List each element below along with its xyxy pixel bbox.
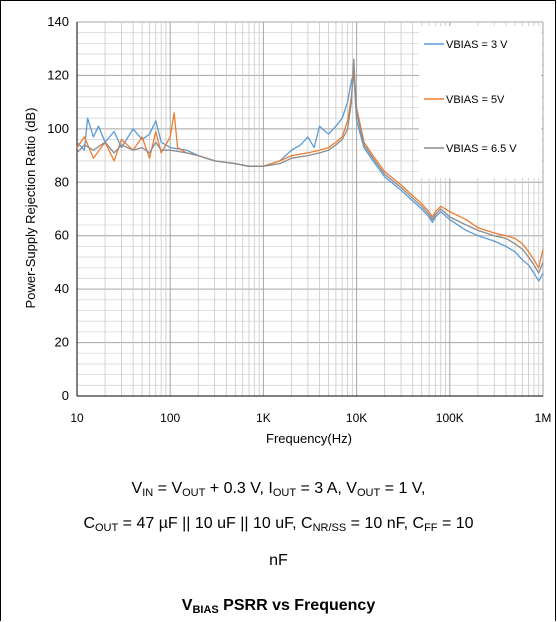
conditions-line-2: COUT = 47 µF || 10 uF || 10 uF, CNR/SS =… <box>83 515 474 534</box>
x-tick-label: 1M <box>535 411 552 425</box>
y-tick-label: 140 <box>47 14 69 29</box>
legend-label-1: VBIAS = 3 V <box>446 39 508 51</box>
y-tick-label: 120 <box>47 67 69 82</box>
legend-label-2: VBIAS = 5V <box>446 94 505 106</box>
y-axis-label: Power-Supply Rejection Ratio (dB) <box>23 108 38 309</box>
y-tick-label: 40 <box>55 281 69 296</box>
y-tick-label: 60 <box>55 228 69 243</box>
x-axis-label: Frequency(Hz) <box>266 431 352 446</box>
x-tick-label: 10K <box>346 411 367 425</box>
y-tick-label: 0 <box>62 388 69 403</box>
y-tick-label: 80 <box>55 174 69 189</box>
x-tick-label: 1K <box>256 411 271 425</box>
x-tick-label: 10 <box>70 411 84 425</box>
series-line-3 <box>76 58 544 274</box>
figure-caption: VBIAS PSRR vs Frequency <box>181 597 376 616</box>
series-layer <box>76 58 544 282</box>
conditions-line-1: VIN = VOUT + 0.3 V, IOUT = 3 A, VOUT = 1… <box>131 480 426 499</box>
y-tick-label: 20 <box>55 335 69 350</box>
x-tick-label: 100 <box>160 411 180 425</box>
legend-label-3: VBIAS = 6.5 V <box>446 143 517 155</box>
axis-layer: 0 20 40 60 80 100 120 140 10 100 1K 10K 100K 1M <box>47 14 551 425</box>
psrr-chart: 0 20 40 60 80 100 120 140 10 100 1K 10K 100K 1M VBIAS… <box>23 14 551 446</box>
x-tick-label: 100K <box>436 411 464 425</box>
conditions-line-3: nF <box>269 552 288 569</box>
legend-layer: VBIAS = 3 V VBIAS = 5V VBIAS = 6.5 V <box>419 26 541 178</box>
series-line-2 <box>76 69 544 269</box>
legend-box <box>419 26 541 178</box>
y-tick-label: 100 <box>47 121 69 136</box>
series-line-1 <box>76 72 544 282</box>
